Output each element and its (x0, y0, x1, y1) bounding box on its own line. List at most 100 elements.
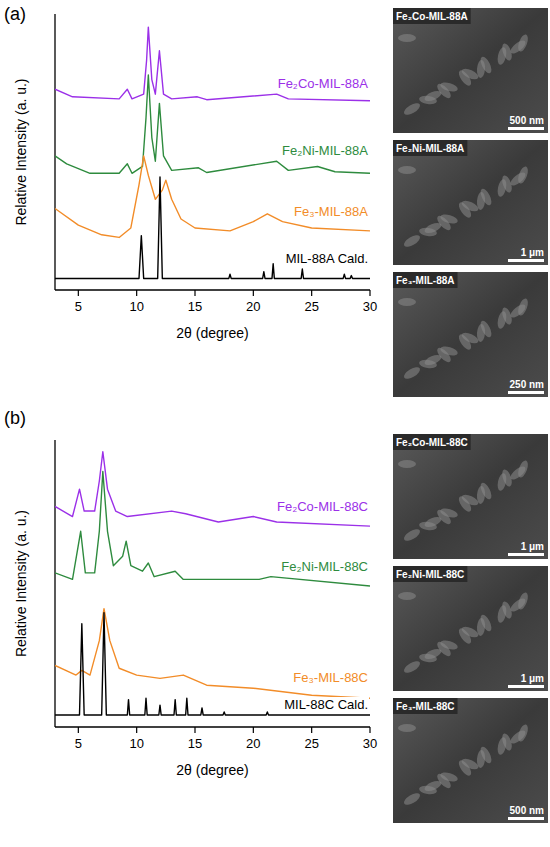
x-tick-label: 30 (363, 736, 377, 751)
sem-texture (402, 365, 422, 381)
sem-texture (460, 331, 480, 346)
sem-texture (500, 42, 513, 62)
sem-background (393, 566, 548, 691)
x-tick-label: 20 (246, 299, 260, 314)
sem-image: Fe₃-MIL-88C500 nm (393, 698, 548, 823)
series-label: Fe₂Co-MIL-88A (278, 76, 369, 91)
scale-bar-label: 500 nm (510, 115, 545, 126)
series-line (55, 177, 370, 278)
scale-bar (508, 817, 544, 820)
sem-texture (398, 460, 416, 468)
sem-texture (398, 34, 416, 42)
sem-texture (423, 779, 443, 793)
sem-texture (439, 771, 459, 784)
sem-texture (500, 732, 513, 752)
sem-label-patch (393, 272, 458, 288)
sem-texture (478, 745, 493, 765)
scale-bar-label: 250 nm (510, 379, 545, 390)
scale-bar (508, 553, 544, 556)
x-tick (311, 290, 312, 296)
sem-texture (516, 459, 530, 479)
sem-texture (516, 591, 530, 611)
sem-background (393, 140, 548, 265)
x-tick (78, 727, 79, 733)
x-axis-title: 2θ (degree) (176, 325, 248, 341)
series-label: MIL-88A Cald. (286, 251, 368, 266)
panel-label: (a) (4, 4, 26, 24)
sem-texture (460, 625, 480, 640)
sem-texture (478, 55, 493, 75)
sem-label-patch (393, 434, 471, 450)
sem-image: Fe₃-MIL-88A 250 nm (393, 272, 548, 397)
y-axis (54, 440, 55, 727)
sem-texture (423, 647, 443, 661)
scale-bar (508, 685, 544, 688)
x-tick (136, 727, 137, 733)
panel-label: (b) (4, 408, 26, 428)
x-axis-title: 2θ (degree) (176, 762, 248, 778)
scale-bar-label: 1 μm (521, 673, 544, 684)
sem-texture (516, 723, 530, 743)
x-tick (253, 290, 254, 296)
sem-texture (402, 791, 422, 807)
sem-label: Fe₂Co-MIL-88A (396, 11, 468, 22)
scale-bar (508, 391, 544, 394)
series-label: Fe₃-MIL-88C (293, 670, 368, 685)
series-labels: Fe₂Co-MIL-88AFe₂Ni-MIL-88AFe₃-MIL-88AMIL… (277, 76, 370, 266)
sem-texture (460, 493, 480, 508)
sem-texture (460, 199, 480, 214)
x-tick (194, 290, 195, 296)
panel: (a)510152025302θ (degree)Relative Intens… (4, 4, 548, 397)
sem-label: Fe₂Ni-MIL-88C (396, 569, 464, 580)
sem-image: Fe₂Co-MIL-88A 500 nm (393, 8, 548, 133)
sem-texture (423, 221, 443, 235)
scale-bar (508, 127, 544, 130)
sem-texture (423, 515, 443, 529)
x-tick (136, 290, 137, 296)
y-axis (54, 14, 55, 290)
sem-background (393, 698, 548, 823)
scale-bar-label: 1 μm (521, 541, 544, 552)
sem-label: Fe₂Ni-MIL-88A (396, 143, 464, 154)
sem-background (393, 272, 548, 397)
sem-label-patch (393, 8, 471, 24)
sem-label-patch (393, 140, 467, 156)
sem-texture (500, 174, 513, 194)
x-tick-label: 30 (363, 299, 377, 314)
sem-texture (478, 613, 493, 633)
label-patch (277, 76, 370, 91)
sem-texture (402, 101, 422, 117)
x-tick-label: 5 (75, 736, 82, 751)
sem-texture (439, 507, 459, 520)
plot-area (55, 452, 370, 715)
sem-texture (398, 166, 416, 174)
label-patch (292, 670, 369, 685)
sem-texture (423, 353, 443, 367)
x-tick (78, 290, 79, 296)
label-patch (280, 559, 369, 574)
sem-texture (500, 600, 513, 620)
sem-texture (460, 67, 480, 82)
sem-texture (516, 297, 530, 317)
sem-texture (423, 89, 443, 103)
x-tick (369, 290, 370, 296)
sem-label: Fe₃-MIL-88A (396, 275, 455, 286)
sem-texture (398, 298, 416, 306)
x-tick (369, 727, 370, 733)
series-label: Fe₂Ni-MIL-88C (281, 559, 368, 574)
series-line (55, 613, 370, 715)
x-tick-label: 20 (246, 736, 260, 751)
sem-label-patch (393, 698, 458, 714)
sem-texture (460, 757, 480, 772)
sem-texture (398, 724, 416, 732)
label-patch (281, 143, 369, 158)
sem-texture (478, 481, 493, 501)
sem-texture (500, 306, 513, 326)
label-patch (293, 204, 369, 219)
series-line (55, 471, 370, 586)
sem-background (393, 8, 548, 133)
x-tick (311, 727, 312, 733)
sem-image: Fe₂Ni-MIL-88A1 μm (393, 140, 548, 265)
scale-bar (508, 259, 544, 262)
plot-area (55, 27, 370, 278)
